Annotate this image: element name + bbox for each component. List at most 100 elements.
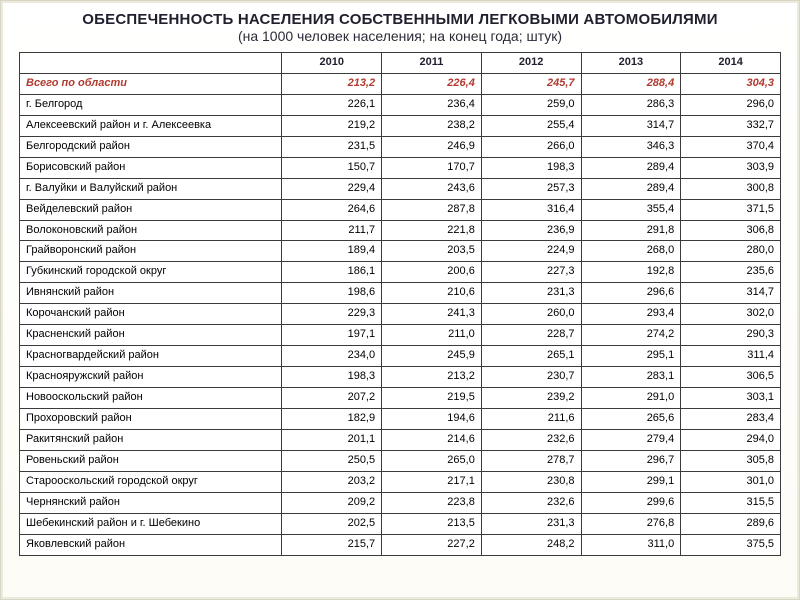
cell-val: 215,7 — [282, 534, 382, 555]
cell-name: Прохоровский район — [20, 408, 282, 429]
cell-name: Красногвардейский район — [20, 346, 282, 367]
cell-val: 189,4 — [282, 241, 382, 262]
cell-val: 219,5 — [382, 388, 482, 409]
cell-val: 213,5 — [382, 513, 482, 534]
cell-val: 250,5 — [282, 450, 382, 471]
cell-val: 299,1 — [581, 471, 681, 492]
cell-val: 213,2 — [382, 367, 482, 388]
cell-val: 257,3 — [481, 178, 581, 199]
cell-name: Ракитянский район — [20, 429, 282, 450]
cell-val: 283,4 — [681, 408, 781, 429]
cell-val: 264,6 — [282, 199, 382, 220]
col-2011-header: 2011 — [382, 53, 482, 74]
cell-val: 243,6 — [382, 178, 482, 199]
col-2010-header: 2010 — [282, 53, 382, 74]
cell-val: 355,4 — [581, 199, 681, 220]
table-row: Шебекинский район и г. Шебекино202,5213,… — [20, 513, 781, 534]
cell-val: 332,7 — [681, 115, 781, 136]
table-row: Ракитянский район201,1214,6232,6279,4294… — [20, 429, 781, 450]
cell-val: 170,7 — [382, 157, 482, 178]
cell-val: 211,6 — [481, 408, 581, 429]
cell-val: 274,2 — [581, 325, 681, 346]
cell-val: 245,7 — [481, 73, 581, 94]
cell-val: 229,3 — [282, 304, 382, 325]
table-row: Вейделевский район264,6287,8316,4355,437… — [20, 199, 781, 220]
cell-name: Корочанский район — [20, 304, 282, 325]
cell-val: 306,5 — [681, 367, 781, 388]
cell-val: 200,6 — [382, 262, 482, 283]
table-header-row: 2010 2011 2012 2013 2014 — [20, 53, 781, 74]
table-row-total: Всего по области 213,2 226,4 245,7 288,4… — [20, 73, 781, 94]
table-row: Грайворонский район189,4203,5224,9268,02… — [20, 241, 781, 262]
cell-val: 197,1 — [282, 325, 382, 346]
cell-name: Ивнянский район — [20, 283, 282, 304]
cell-val: 211,0 — [382, 325, 482, 346]
cell-val: 231,3 — [481, 513, 581, 534]
cell-val: 299,6 — [581, 492, 681, 513]
cell-val: 186,1 — [282, 262, 382, 283]
table-row: г. Белгород226,1236,4259,0286,3296,0 — [20, 94, 781, 115]
cell-val: 182,9 — [282, 408, 382, 429]
cell-name: Волоконовский район — [20, 220, 282, 241]
cell-val: 227,2 — [382, 534, 482, 555]
cell-val: 291,0 — [581, 388, 681, 409]
cell-val: 202,5 — [282, 513, 382, 534]
cell-val: 203,2 — [282, 471, 382, 492]
cell-val: 268,0 — [581, 241, 681, 262]
col-2012-header: 2012 — [481, 53, 581, 74]
cell-val: 303,1 — [681, 388, 781, 409]
cell-name: Алексеевский район и г. Алексеевка — [20, 115, 282, 136]
cell-val: 316,4 — [481, 199, 581, 220]
table-row: Старооскольский городской округ203,2217,… — [20, 471, 781, 492]
cell-val: 246,9 — [382, 136, 482, 157]
cell-name: г. Валуйки и Валуйский район — [20, 178, 282, 199]
cell-val: 259,0 — [481, 94, 581, 115]
cell-val: 213,2 — [282, 73, 382, 94]
cell-val: 314,7 — [681, 283, 781, 304]
cell-val: 255,4 — [481, 115, 581, 136]
cell-val: 198,3 — [481, 157, 581, 178]
cell-val: 304,3 — [681, 73, 781, 94]
cell-name: Губкинский городской округ — [20, 262, 282, 283]
cell-name: Новооскольский район — [20, 388, 282, 409]
cars-table: 2010 2011 2012 2013 2014 Всего по област… — [19, 52, 781, 556]
cell-val: 296,0 — [681, 94, 781, 115]
cell-val: 301,0 — [681, 471, 781, 492]
table-row: Красненский район197,1211,0228,7274,2290… — [20, 325, 781, 346]
table-row: Белгородский район231,5246,9266,0346,337… — [20, 136, 781, 157]
table-row: Яковлевский район215,7227,2248,2311,0375… — [20, 534, 781, 555]
cell-val: 223,8 — [382, 492, 482, 513]
title-sub: (на 1000 человек населения; на конец год… — [19, 28, 781, 44]
cell-val: 235,6 — [681, 262, 781, 283]
table-row: Корочанский район229,3241,3260,0293,4302… — [20, 304, 781, 325]
cell-val: 294,0 — [681, 429, 781, 450]
cell-val: 276,8 — [581, 513, 681, 534]
cell-val: 150,7 — [282, 157, 382, 178]
cell-name: Грайворонский район — [20, 241, 282, 262]
cell-val: 228,7 — [481, 325, 581, 346]
cell-val: 231,5 — [282, 136, 382, 157]
cell-val: 194,6 — [382, 408, 482, 429]
cell-val: 201,1 — [282, 429, 382, 450]
cell-val: 370,4 — [681, 136, 781, 157]
cell-val: 236,9 — [481, 220, 581, 241]
cell-val: 221,8 — [382, 220, 482, 241]
cell-val: 203,5 — [382, 241, 482, 262]
cell-val: 227,3 — [481, 262, 581, 283]
cell-val: 209,2 — [282, 492, 382, 513]
cell-val: 305,8 — [681, 450, 781, 471]
cell-val: 314,7 — [581, 115, 681, 136]
cell-val: 234,0 — [282, 346, 382, 367]
cell-name: г. Белгород — [20, 94, 282, 115]
cell-val: 286,3 — [581, 94, 681, 115]
table-row: Прохоровский район182,9194,6211,6265,628… — [20, 408, 781, 429]
cell-val: 302,0 — [681, 304, 781, 325]
cell-name: Яковлевский район — [20, 534, 282, 555]
table-row: Алексеевский район и г. Алексеевка219,22… — [20, 115, 781, 136]
cell-val: 231,3 — [481, 283, 581, 304]
table-row: Борисовский район150,7170,7198,3289,4303… — [20, 157, 781, 178]
cell-val: 198,6 — [282, 283, 382, 304]
cell-val: 238,2 — [382, 115, 482, 136]
cell-val: 289,4 — [581, 178, 681, 199]
cell-val: 265,6 — [581, 408, 681, 429]
